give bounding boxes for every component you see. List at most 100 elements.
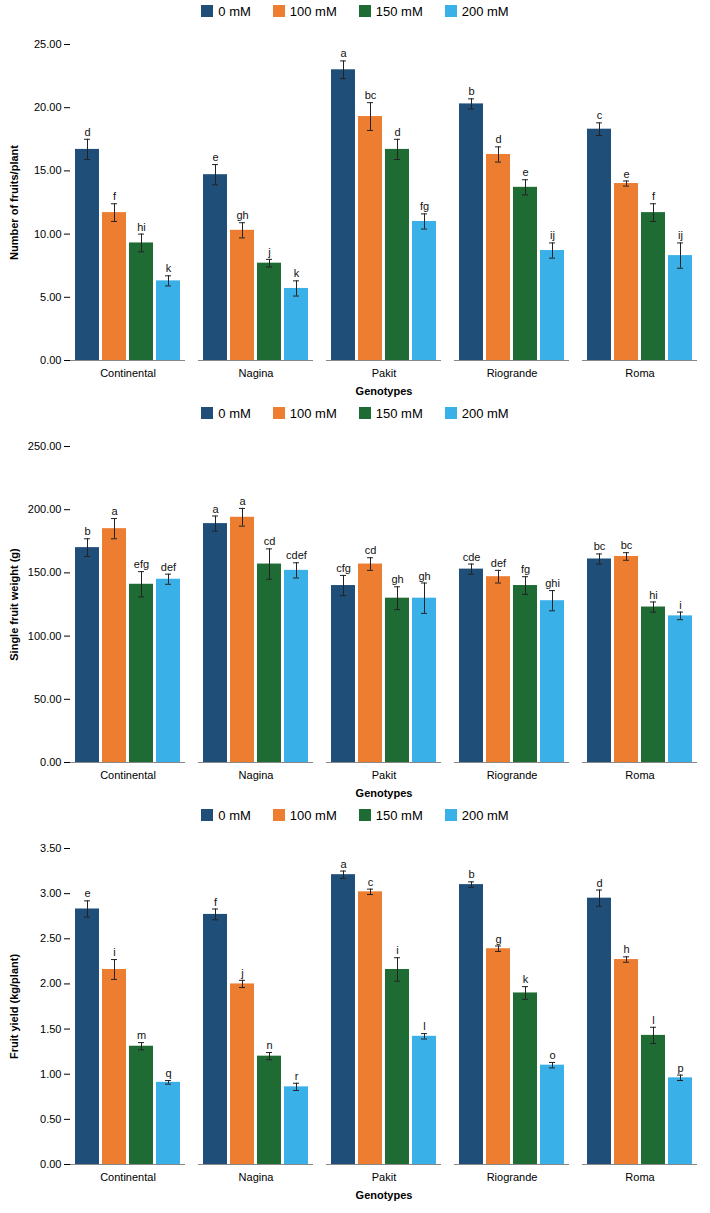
- svg-text:2.50: 2.50: [40, 932, 61, 944]
- svg-text:e: e: [212, 151, 218, 163]
- svg-text:Number of fruits/plant: Number of fruits/plant: [8, 145, 20, 260]
- svg-text:a: a: [340, 858, 347, 870]
- svg-text:a: a: [212, 503, 219, 515]
- svg-text:2.00: 2.00: [40, 977, 61, 989]
- svg-text:c: c: [368, 876, 374, 888]
- svg-text:Pakit: Pakit: [372, 769, 396, 781]
- svg-text:i: i: [679, 599, 681, 611]
- svg-text:ij: ij: [678, 229, 683, 241]
- svg-text:i: i: [113, 946, 115, 958]
- svg-text:p: p: [677, 1062, 683, 1074]
- svg-text:k: k: [294, 267, 300, 279]
- svg-text:bc: bc: [594, 540, 606, 552]
- svg-text:j: j: [240, 967, 243, 979]
- svg-text:b: b: [468, 85, 474, 97]
- svg-text:bc: bc: [621, 539, 633, 551]
- svg-text:k: k: [523, 973, 529, 985]
- svg-text:h: h: [623, 943, 629, 955]
- svg-text:i: i: [396, 944, 398, 956]
- svg-text:ij: ij: [550, 229, 555, 241]
- svg-text:Riogrande: Riogrande: [487, 1171, 538, 1183]
- svg-text:Riogrande: Riogrande: [487, 769, 538, 781]
- svg-text:Riogrande: Riogrande: [487, 367, 538, 379]
- svg-text:l: l: [423, 1020, 425, 1032]
- svg-text:15.00: 15.00: [34, 164, 62, 176]
- svg-text:def: def: [161, 561, 177, 573]
- svg-text:d: d: [596, 877, 602, 889]
- svg-text:3.50: 3.50: [40, 842, 61, 854]
- svg-text:20.00: 20.00: [34, 101, 62, 113]
- svg-text:0.00: 0.00: [40, 756, 61, 768]
- svg-text:q: q: [165, 1067, 171, 1079]
- svg-text:1.00: 1.00: [40, 1068, 61, 1080]
- svg-text:cfg: cfg: [336, 562, 351, 574]
- svg-text:10.00: 10.00: [34, 228, 62, 240]
- svg-text:Continental: Continental: [100, 367, 156, 379]
- svg-text:0.00: 0.00: [40, 1158, 61, 1170]
- svg-text:gh: gh: [391, 573, 403, 585]
- svg-text:hi: hi: [137, 221, 146, 233]
- svg-text:d: d: [495, 133, 501, 145]
- svg-text:cdef: cdef: [286, 549, 308, 561]
- svg-text:l: l: [652, 1014, 654, 1026]
- svg-text:efg: efg: [134, 558, 149, 570]
- svg-text:Pakit: Pakit: [372, 1171, 396, 1183]
- svg-text:250.00: 250.00: [28, 440, 62, 452]
- svg-text:c: c: [597, 109, 603, 121]
- svg-text:cd: cd: [365, 544, 377, 556]
- svg-text:Genotypes: Genotypes: [356, 787, 413, 799]
- svg-text:Pakit: Pakit: [372, 367, 396, 379]
- svg-text:def: def: [491, 557, 507, 569]
- svg-text:a: a: [340, 47, 347, 59]
- svg-text:o: o: [549, 1049, 555, 1061]
- svg-text:Continental: Continental: [100, 769, 156, 781]
- svg-text:hi: hi: [649, 588, 658, 600]
- svg-text:f: f: [113, 190, 117, 202]
- svg-text:cde: cde: [463, 551, 481, 563]
- svg-text:gh: gh: [236, 209, 248, 221]
- svg-text:a: a: [111, 505, 118, 517]
- svg-text:e: e: [623, 168, 629, 180]
- svg-text:e: e: [522, 166, 528, 178]
- svg-text:j: j: [267, 246, 270, 258]
- svg-text:Roma: Roma: [625, 367, 655, 379]
- svg-text:b: b: [84, 525, 90, 537]
- svg-text:n: n: [266, 1039, 272, 1051]
- svg-text:Single fruit weight (g): Single fruit weight (g): [8, 548, 20, 661]
- svg-text:Genotypes: Genotypes: [356, 385, 413, 397]
- svg-text:Roma: Roma: [625, 769, 655, 781]
- svg-text:m: m: [137, 1029, 146, 1041]
- svg-text:200.00: 200.00: [28, 503, 62, 515]
- svg-text:ghi: ghi: [545, 577, 560, 589]
- svg-text:Genotypes: Genotypes: [356, 1189, 413, 1201]
- svg-text:f: f: [214, 896, 218, 908]
- svg-text:Roma: Roma: [625, 1171, 655, 1183]
- svg-text:g: g: [495, 933, 501, 945]
- svg-text:150.00: 150.00: [28, 566, 62, 578]
- svg-text:fg: fg: [521, 563, 530, 575]
- svg-text:1.50: 1.50: [40, 1023, 61, 1035]
- svg-text:k: k: [166, 262, 172, 274]
- svg-text:a: a: [239, 495, 246, 507]
- svg-text:Nagina: Nagina: [239, 769, 275, 781]
- svg-text:100.00: 100.00: [28, 630, 62, 642]
- svg-text:0.00: 0.00: [40, 354, 61, 366]
- svg-text:bc: bc: [365, 89, 377, 101]
- svg-text:Nagina: Nagina: [239, 367, 275, 379]
- svg-text:3.00: 3.00: [40, 887, 61, 899]
- svg-text:50.00: 50.00: [34, 693, 62, 705]
- svg-text:r: r: [295, 1070, 299, 1082]
- svg-text:5.00: 5.00: [40, 291, 61, 303]
- svg-text:d: d: [84, 126, 90, 138]
- svg-text:25.00: 25.00: [34, 38, 62, 50]
- svg-text:Fruit yield (kg/plant): Fruit yield (kg/plant): [8, 954, 20, 1059]
- svg-text:d: d: [394, 126, 400, 138]
- svg-text:fg: fg: [420, 200, 429, 212]
- svg-text:gh: gh: [418, 570, 430, 582]
- svg-text:f: f: [652, 190, 656, 202]
- svg-text:0.50: 0.50: [40, 1113, 61, 1125]
- svg-text:b: b: [468, 868, 474, 880]
- svg-text:Nagina: Nagina: [239, 1171, 275, 1183]
- svg-text:Continental: Continental: [100, 1171, 156, 1183]
- svg-text:e: e: [84, 887, 90, 899]
